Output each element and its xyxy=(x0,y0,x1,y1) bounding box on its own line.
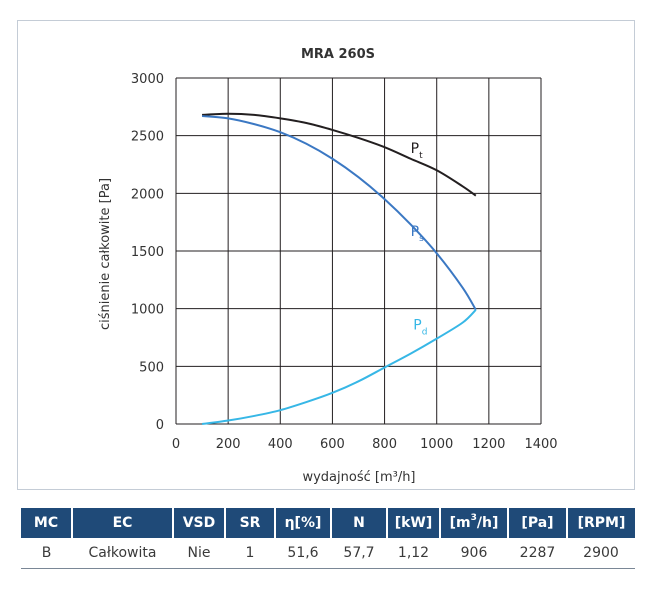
x-tick-label: 400 xyxy=(268,437,293,452)
table-cell: 57,7 xyxy=(331,538,387,569)
table-header-cell: [kW] xyxy=(386,508,440,538)
table-header-cell: η[%] xyxy=(274,508,331,538)
y-axis-label: ciśnienie całkowite [Pa] xyxy=(98,178,113,330)
table-header-cell: [RPM] xyxy=(566,508,635,538)
x-tick-label: 600 xyxy=(320,437,345,452)
series-label-main: P xyxy=(411,141,419,157)
table-cell: Całkowita xyxy=(72,538,173,569)
table-header-cell: [Pa] xyxy=(507,508,567,538)
header-superscript: 3 xyxy=(470,513,477,523)
header-text: η[%] xyxy=(284,515,322,531)
series-lines xyxy=(201,112,477,425)
header-text: N xyxy=(353,515,365,531)
header-text: [kW] xyxy=(394,515,433,531)
header-text-suffix: /h] xyxy=(476,515,499,531)
x-tick-label: 800 xyxy=(372,437,397,452)
header-text: SR xyxy=(239,515,261,531)
fan-curve-chart: 0 200 400 600 800 1000 1200 1400 0 500 1000 1500 200… xyxy=(98,47,558,485)
header-text: [RPM] xyxy=(577,515,626,531)
series-label-main: P xyxy=(413,317,421,333)
table-header-cell: EC xyxy=(71,508,173,538)
y-tick-label: 1500 xyxy=(131,245,164,260)
header-text: MC xyxy=(33,515,59,531)
series-label-main: P xyxy=(411,224,419,240)
table-cell: 2900 xyxy=(567,538,635,569)
tick-labels: 0 200 400 600 800 1000 1200 1400 0 500 1000 1500 200… xyxy=(131,72,558,452)
table-cell: B xyxy=(21,538,72,569)
table-cell: 906 xyxy=(440,538,508,569)
y-tick-label: 2000 xyxy=(131,187,164,202)
series-line-ps xyxy=(201,115,477,311)
table-cell: Nie xyxy=(173,538,225,569)
x-tick-label: 1400 xyxy=(524,437,557,452)
series-label-sub: s xyxy=(419,234,424,244)
table-cell: 2287 xyxy=(508,538,567,569)
y-tick-label: 3000 xyxy=(131,72,164,87)
x-tick-label: 200 xyxy=(216,437,241,452)
table-header-cell: MC xyxy=(21,508,72,538)
y-tick-label: 2500 xyxy=(131,130,164,145)
table-cell: 1 xyxy=(225,538,275,569)
table-header-cell: N xyxy=(330,508,387,538)
series-label-pd: Pd xyxy=(413,317,427,337)
x-tick-label: 1000 xyxy=(420,437,453,452)
table-header-cell: VSD xyxy=(172,508,225,538)
series-line-pt xyxy=(202,112,477,197)
y-tick-label: 500 xyxy=(139,360,164,375)
series-line-pd xyxy=(201,309,477,425)
table-cell: 1,12 xyxy=(387,538,440,569)
series-label-ps: Ps xyxy=(411,224,424,244)
header-text: VSD xyxy=(182,515,216,531)
header-text: [m xyxy=(449,515,471,531)
y-tick-label: 1000 xyxy=(131,303,164,318)
series-label-sub: d xyxy=(422,327,428,337)
x-axis-label: wydajność [m³/h] xyxy=(302,470,415,485)
table-header-row: MC EC VSD SR η[%] N [kW] [m3/h] [Pa] [RPM] xyxy=(21,508,635,538)
x-tick-label: 0 xyxy=(172,437,180,452)
header-text: [Pa] xyxy=(521,515,554,531)
table-header-cell: [m3/h] xyxy=(439,508,508,538)
header-text: EC xyxy=(112,515,133,531)
series-label-sub: t xyxy=(419,151,423,161)
table-cell: 51,6 xyxy=(275,538,331,569)
series-label-pt: Pt xyxy=(411,141,423,161)
table-row: B Całkowita Nie 1 51,6 57,7 1,12 906 2287 2900 xyxy=(21,538,635,569)
chart-title: MRA 260S xyxy=(301,47,375,62)
grid xyxy=(175,77,542,425)
x-tick-label: 1200 xyxy=(472,437,505,452)
table-header-cell: SR xyxy=(224,508,275,538)
spec-table: MC EC VSD SR η[%] N [kW] [m3/h] [Pa] [RPM] B Całko… xyxy=(21,508,635,569)
y-tick-label: 0 xyxy=(156,418,164,433)
chart-frame: 0 200 400 600 800 1000 1200 1400 0 500 1000 1500 200… xyxy=(17,20,635,490)
